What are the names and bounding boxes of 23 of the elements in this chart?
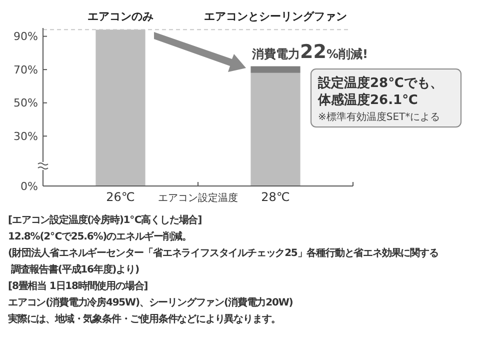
y-tick-label: 70%: [14, 63, 38, 76]
y-tick-label: 90%: [14, 30, 38, 44]
text: 調査報告書(平成16年度)より): [8, 264, 139, 276]
y-tick-label: 0%: [20, 180, 38, 193]
text: [8畳相当 1日18時間使用の場合]: [8, 280, 148, 292]
text: エアコンのみ: [88, 10, 154, 23]
text: (財団法人省エネルギーセンター「省エネライフスタイルチェック25」各種行動と省エネ効果に関する: [8, 247, 438, 259]
text: 12.8%(2℃で25.6%)のエネルギー削減。: [8, 230, 192, 242]
bar: [250, 72, 300, 186]
x-tick-label: 26℃: [106, 190, 135, 204]
annotation: 設定温度28℃でも、: [317, 75, 443, 91]
y-tick-label: 50%: [14, 96, 38, 110]
annotation: 消費電力22%削減!: [251, 41, 368, 63]
text: 実際には、地域・気象条件・ご使用条件などにより異なります。: [7, 313, 281, 325]
text: [エアコン設定温度(冷房時)1℃高くした場合]: [8, 214, 202, 226]
y-tick-label: 30%: [14, 130, 38, 143]
text: エアコン(消費電力冷房495W)、シーリングファン(消費電力20W): [8, 296, 293, 308]
annotation: 体感温度26.1℃: [317, 92, 418, 108]
bar: [250, 66, 300, 73]
text: エアコンとシーリングファン: [204, 10, 347, 23]
x-tick-label: 28℃: [261, 190, 290, 204]
x-axis-title: エアコン設定温度: [158, 192, 238, 204]
annotation: ※標準有効温度SET*による: [318, 111, 440, 123]
